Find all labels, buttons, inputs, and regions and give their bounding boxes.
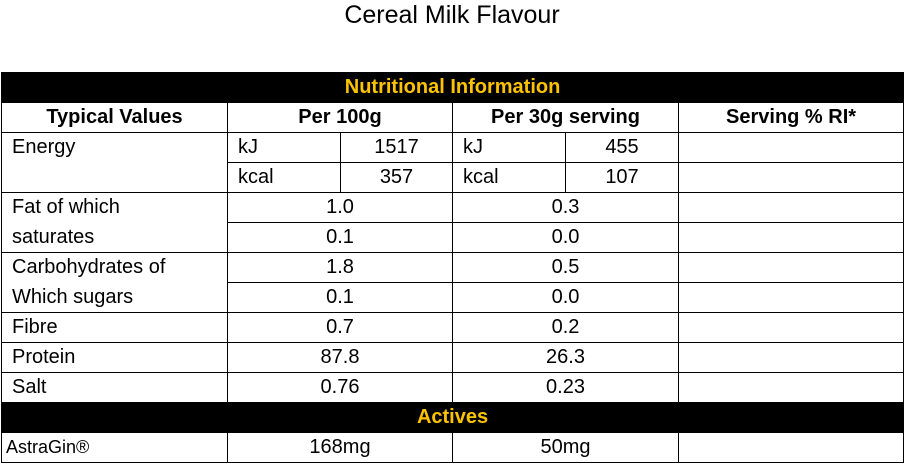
row-per30: 0.5 <box>452 252 679 283</box>
energy-label-cont <box>1 162 228 193</box>
col-header-ri: Serving % RI* <box>677 102 904 133</box>
table-row: Fat of which 1.0 0.3 <box>1 192 904 223</box>
page-title: Cereal Milk Flavour <box>344 1 560 29</box>
row-per100: 0.1 <box>227 282 453 313</box>
row-label: saturates <box>1 222 228 253</box>
table-row: Protein 87.8 26.3 <box>1 342 904 373</box>
table-row: Carbohydrates of 1.8 0.5 <box>1 252 904 283</box>
row-label: Fat of which <box>1 192 228 223</box>
row-ri <box>677 342 904 373</box>
row-per30: 50mg <box>452 432 679 463</box>
row-per100: 168mg <box>227 432 453 463</box>
row-label: AstraGin® <box>1 432 228 463</box>
row-per30: 0.0 <box>452 282 679 313</box>
row-per100: 0.1 <box>227 222 453 253</box>
nutrition-section-header: Nutritional Information <box>0 72 904 103</box>
nutrition-table: Nutritional Information Typical Values P… <box>0 72 904 463</box>
row-ri <box>677 282 904 313</box>
section-title-nutrition: Nutritional Information <box>0 72 904 103</box>
section-title-actives: Actives <box>0 402 904 433</box>
row-per100: 1.0 <box>227 192 453 223</box>
row-ri <box>677 372 904 403</box>
table-row: Fibre 0.7 0.2 <box>1 312 904 343</box>
table-row: Salt 0.76 0.23 <box>1 372 904 403</box>
row-ri <box>677 222 904 253</box>
row-per30: 0.3 <box>452 192 679 223</box>
row-label: Carbohydrates of <box>1 252 228 283</box>
energy-kcal-30: 107 <box>565 162 679 193</box>
energy-kj-30: 455 <box>565 132 679 163</box>
row-label: Protein <box>1 342 228 373</box>
energy-kj-unit-100: kJ <box>227 132 341 163</box>
energy-kj-unit-30: kJ <box>452 132 566 163</box>
row-ri <box>677 312 904 343</box>
col-header-per100: Per 100g <box>227 102 453 133</box>
energy-row-kcal: kcal 357 kcal 107 <box>1 162 904 193</box>
row-per100: 87.8 <box>227 342 453 373</box>
row-per100: 1.8 <box>227 252 453 283</box>
energy-kcal-ri <box>677 162 904 193</box>
row-per30: 26.3 <box>452 342 679 373</box>
row-label: Fibre <box>1 312 228 343</box>
row-per30: 0.2 <box>452 312 679 343</box>
table-row: AstraGin® 168mg 50mg <box>1 432 904 463</box>
row-ri <box>677 192 904 223</box>
table-row: saturates 0.1 0.0 <box>1 222 904 253</box>
row-label: Which sugars <box>1 282 228 313</box>
energy-label: Energy <box>1 132 228 163</box>
row-ri <box>677 432 904 463</box>
actives-section-header: Actives <box>0 402 904 433</box>
row-per30: 0.23 <box>452 372 679 403</box>
energy-kcal-100: 357 <box>340 162 453 193</box>
energy-kcal-unit-30: kcal <box>452 162 566 193</box>
row-label: Salt <box>1 372 228 403</box>
row-per30: 0.0 <box>452 222 679 253</box>
row-ri <box>677 252 904 283</box>
energy-row-kj: Energy kJ 1517 kJ 455 <box>1 132 904 163</box>
row-per100: 0.7 <box>227 312 453 343</box>
col-header-per30: Per 30g serving <box>452 102 679 133</box>
col-header-typical: Typical Values <box>1 102 228 133</box>
energy-kcal-unit-100: kcal <box>227 162 341 193</box>
energy-kj-100: 1517 <box>340 132 453 163</box>
table-row: Which sugars 0.1 0.0 <box>1 282 904 313</box>
row-per100: 0.76 <box>227 372 453 403</box>
column-header-row: Typical Values Per 100g Per 30g serving … <box>1 102 904 133</box>
energy-kj-ri <box>677 132 904 163</box>
